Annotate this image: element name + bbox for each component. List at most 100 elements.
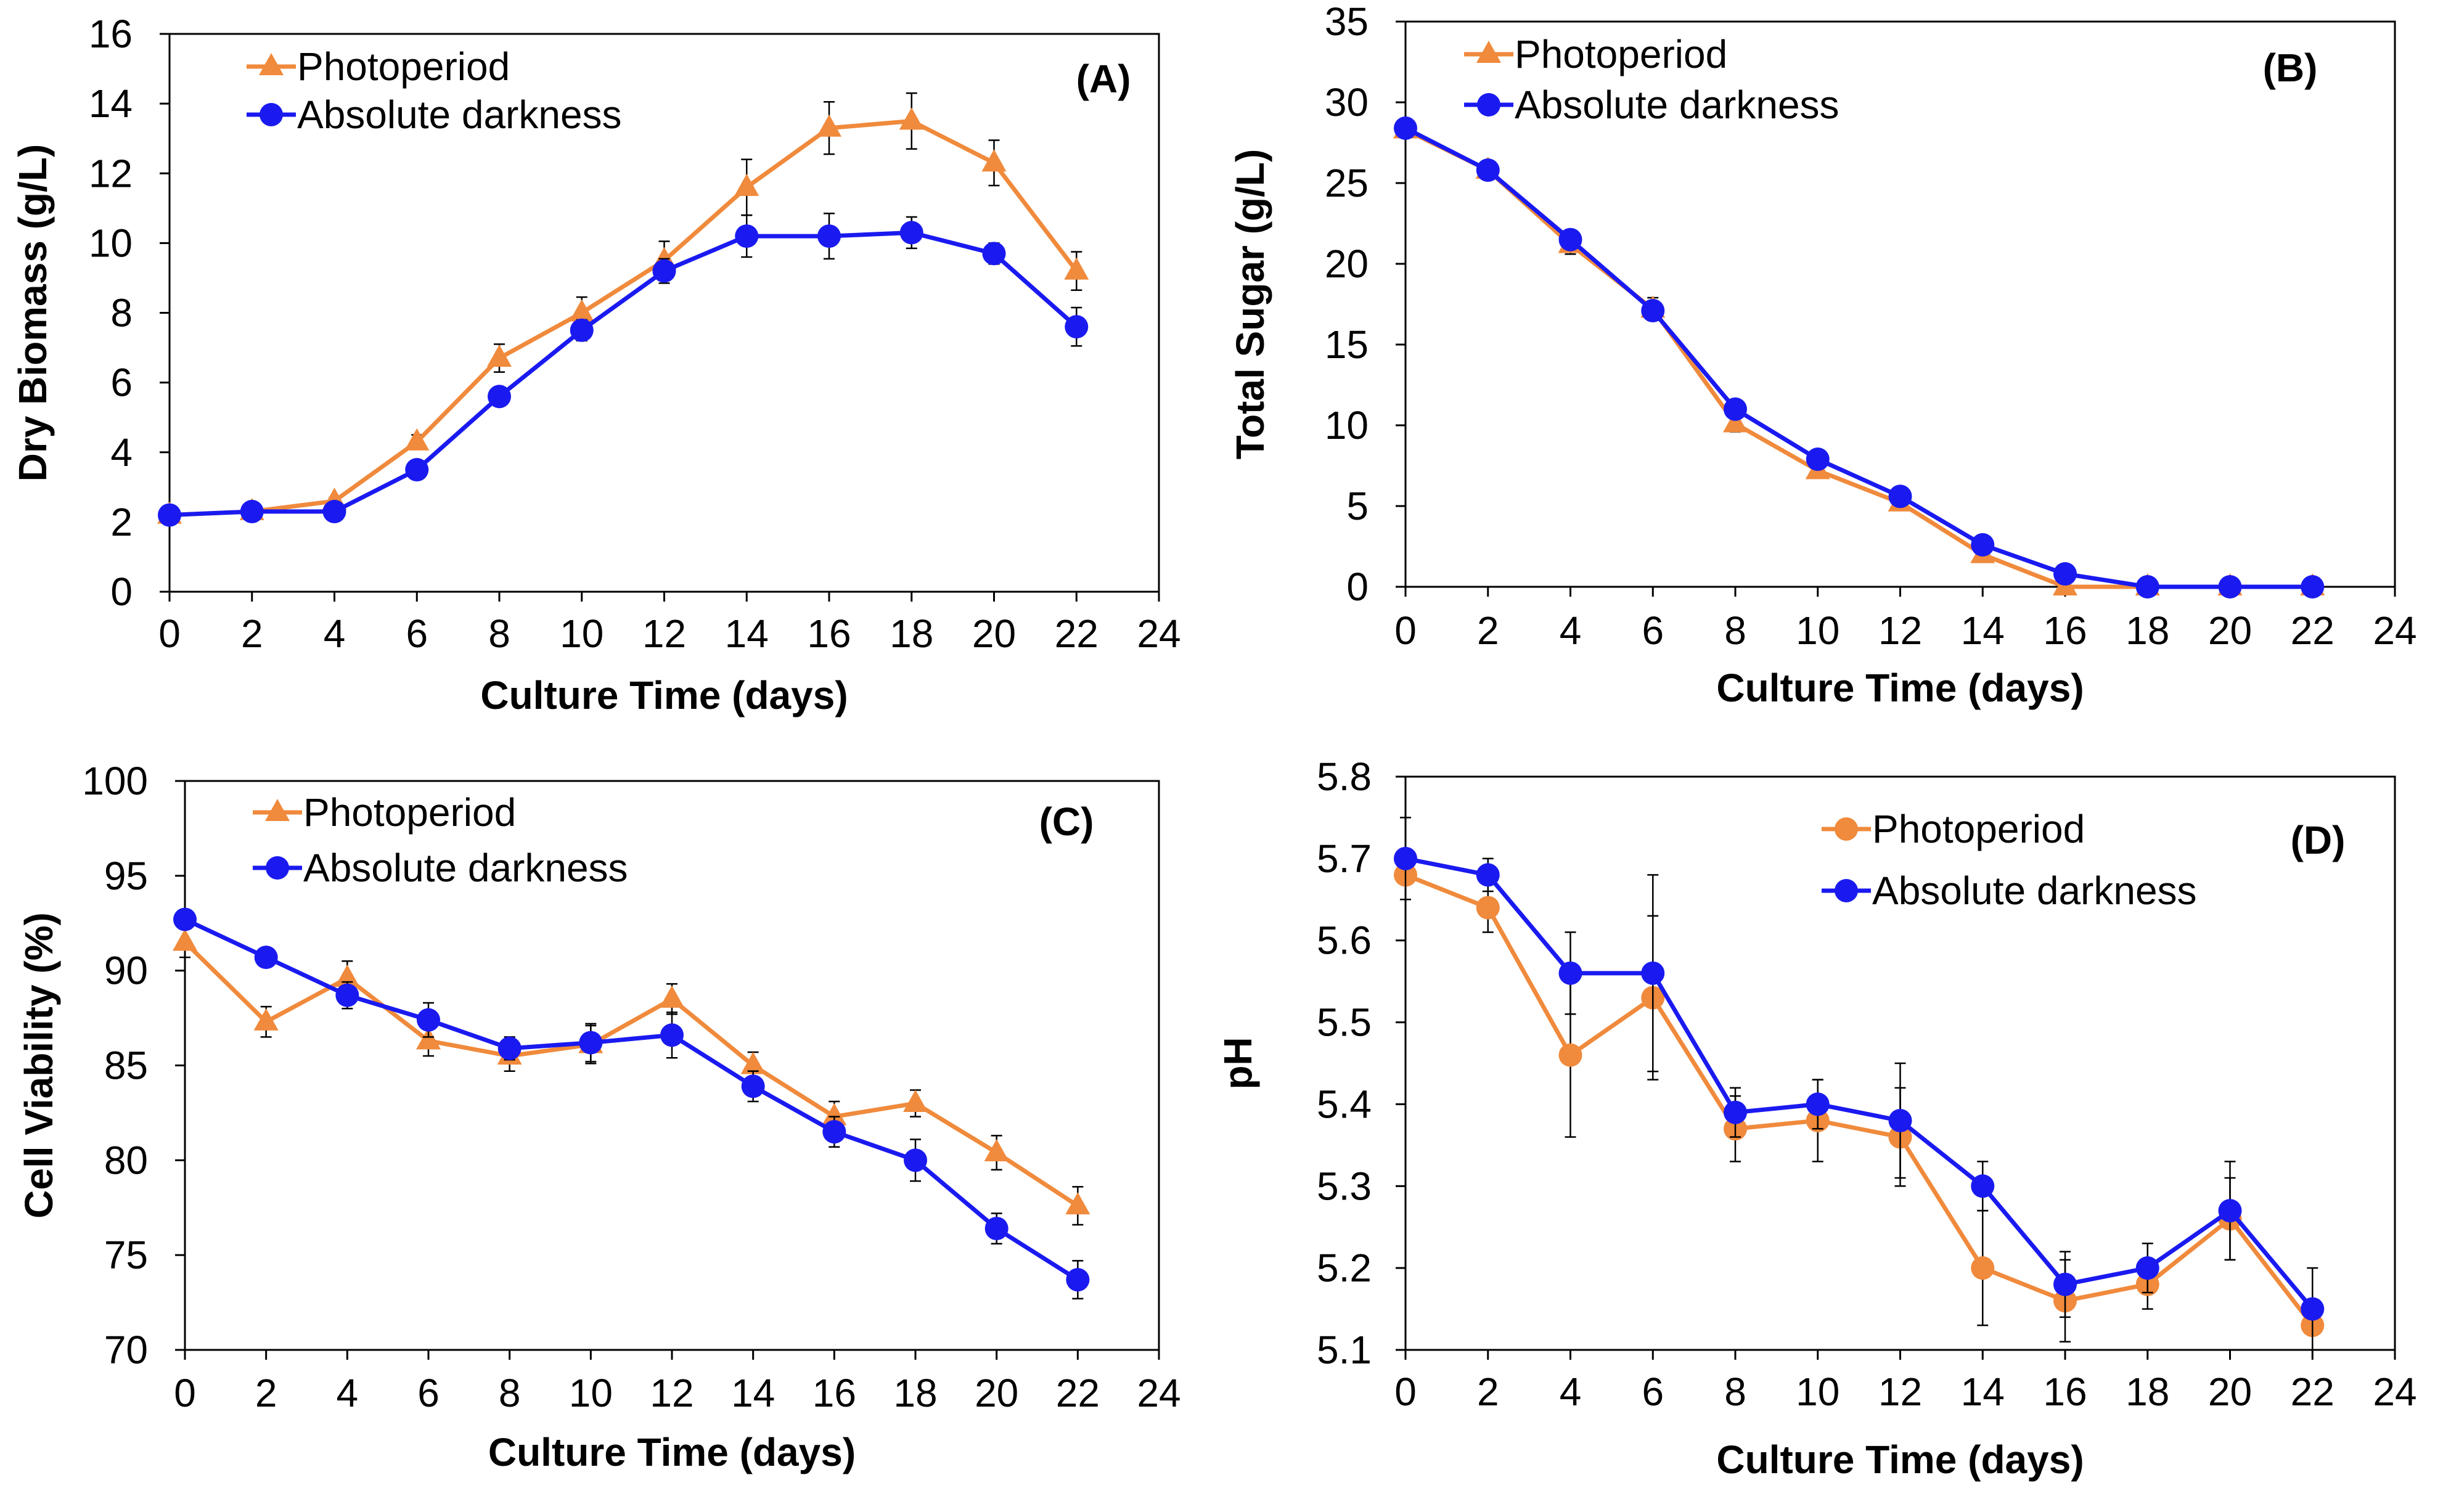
x-tick-label: 2 — [1477, 608, 1499, 653]
chart-panel-a: 0 2 4 6 8 10 12 14 16 18 20 22 240246810121416Cultur… — [10, 12, 1181, 717]
x-tick-label: 24 — [1137, 1371, 1181, 1415]
x-tick-label: 2 — [241, 611, 263, 656]
series-photoperiod — [157, 92, 1089, 524]
data-point — [740, 1052, 766, 1074]
legend-entry: Absolute darkness — [253, 846, 628, 890]
x-tick-label: 14 — [725, 611, 769, 656]
data-point — [822, 1103, 847, 1126]
data-point — [1065, 1192, 1091, 1215]
y-tick-label: 14 — [89, 81, 133, 126]
x-tick-label: 0 — [174, 1371, 196, 1415]
x-tick-label: 16 — [807, 611, 851, 656]
x-tick-label: 10 — [1796, 608, 1839, 653]
data-point — [497, 1036, 522, 1060]
data-point — [817, 224, 841, 248]
panel-label: (B) — [2263, 46, 2318, 90]
data-point — [253, 1008, 279, 1031]
data-point — [579, 1031, 603, 1055]
y-tick-label: 100 — [82, 759, 148, 803]
data-point — [1724, 1100, 1747, 1124]
y-tick-label: 80 — [104, 1138, 148, 1182]
legend-label: Photoperiod — [1872, 807, 2085, 851]
x-tick-label: 10 — [1796, 1370, 1839, 1414]
y-tick-label: 6 — [110, 361, 133, 405]
data-point — [1724, 397, 1747, 421]
data-point — [1476, 158, 1500, 182]
data-point — [735, 224, 759, 248]
x-tick-label: 20 — [972, 611, 1016, 656]
legend-label: Absolute darkness — [1515, 83, 1839, 127]
y-tick-label: 5.3 — [1317, 1164, 1372, 1208]
legend-entry: Photoperiod — [1464, 32, 1727, 76]
series-photoperiod — [1394, 849, 2325, 1351]
x-tick-label: 16 — [2043, 1370, 2087, 1414]
x-tick-label: 20 — [975, 1371, 1018, 1415]
data-point — [1394, 846, 1417, 870]
data-point — [1394, 116, 1417, 140]
series-absolute-darkness — [1394, 116, 2325, 599]
x-axis-title: Culture Time (days) — [480, 673, 848, 717]
y-tick-label: 5.1 — [1317, 1328, 1372, 1372]
data-point — [1558, 227, 1582, 251]
legend-marker — [265, 799, 290, 821]
y-tick-label: 75 — [104, 1233, 148, 1277]
data-point — [335, 983, 359, 1007]
legend-entry: Absolute darkness — [1822, 868, 2197, 913]
x-tick-label: 14 — [1961, 608, 2005, 653]
data-point — [822, 1120, 846, 1144]
y-axis-title: Total Sugar (g/L) — [1228, 149, 1272, 460]
data-point — [903, 1090, 928, 1113]
data-point — [1641, 961, 1665, 985]
data-point — [1888, 484, 1912, 509]
data-point — [1971, 533, 1995, 557]
x-tick-label: 18 — [893, 1371, 937, 1415]
data-point — [2218, 1199, 2242, 1223]
x-tick-label: 2 — [1477, 1370, 1499, 1414]
data-point — [1971, 1174, 1995, 1198]
series-absolute-darkness — [173, 907, 1090, 1300]
y-tick-label: 85 — [104, 1044, 148, 1088]
legend-label: Absolute darkness — [1872, 868, 2197, 913]
legend-marker — [259, 53, 284, 75]
legend-entry: Photoperiod — [253, 790, 516, 835]
x-tick-label: 20 — [2208, 1370, 2252, 1414]
data-point — [2301, 1297, 2325, 1321]
x-tick-label: 2 — [255, 1371, 277, 1415]
x-tick-label: 12 — [1878, 1370, 1922, 1414]
data-point — [1558, 961, 1582, 985]
y-tick-label: 2 — [110, 500, 133, 544]
x-tick-label: 22 — [2291, 1370, 2335, 1414]
data-point — [817, 114, 841, 137]
data-point — [2218, 575, 2242, 599]
x-tick-label: 18 — [2126, 608, 2169, 653]
series-line — [1404, 128, 2313, 589]
x-tick-label: 6 — [406, 611, 428, 656]
data-point — [417, 1008, 440, 1032]
x-axis-title: Culture Time (days) — [488, 1430, 856, 1474]
x-tick-label: 24 — [2373, 608, 2416, 653]
data-point — [2301, 575, 2325, 599]
x-tick-label: 16 — [812, 1371, 856, 1415]
x-tick-label: 12 — [1878, 608, 1922, 653]
data-point — [158, 503, 181, 527]
x-tick-label: 12 — [650, 1371, 694, 1415]
x-tick-label: 18 — [2126, 1370, 2169, 1414]
y-axis-title: pH — [1216, 1037, 1260, 1089]
data-point — [416, 1027, 441, 1050]
legend-entry: Photoperiod — [1822, 807, 2085, 851]
x-tick-label: 8 — [499, 1371, 521, 1415]
series-photoperiod — [173, 926, 1091, 1226]
x-tick-label: 22 — [1055, 611, 1099, 656]
series-absolute-darkness — [158, 213, 1089, 527]
x-axis-title: Culture Time (days) — [1716, 1437, 2084, 1482]
chart-panel-c: 0 2 4 6 8 10 12 14 16 18 20 22 24707580859095100Cult… — [17, 759, 1181, 1474]
y-tick-label: 5.7 — [1317, 836, 1372, 881]
data-point — [904, 1148, 927, 1172]
data-point — [1476, 896, 1500, 920]
data-point — [488, 385, 511, 409]
data-point — [660, 985, 684, 1008]
y-tick-label: 70 — [104, 1328, 148, 1372]
x-tick-label: 20 — [2208, 608, 2252, 653]
legend-label: Photoperiod — [1515, 32, 1727, 76]
data-point — [2135, 575, 2159, 599]
